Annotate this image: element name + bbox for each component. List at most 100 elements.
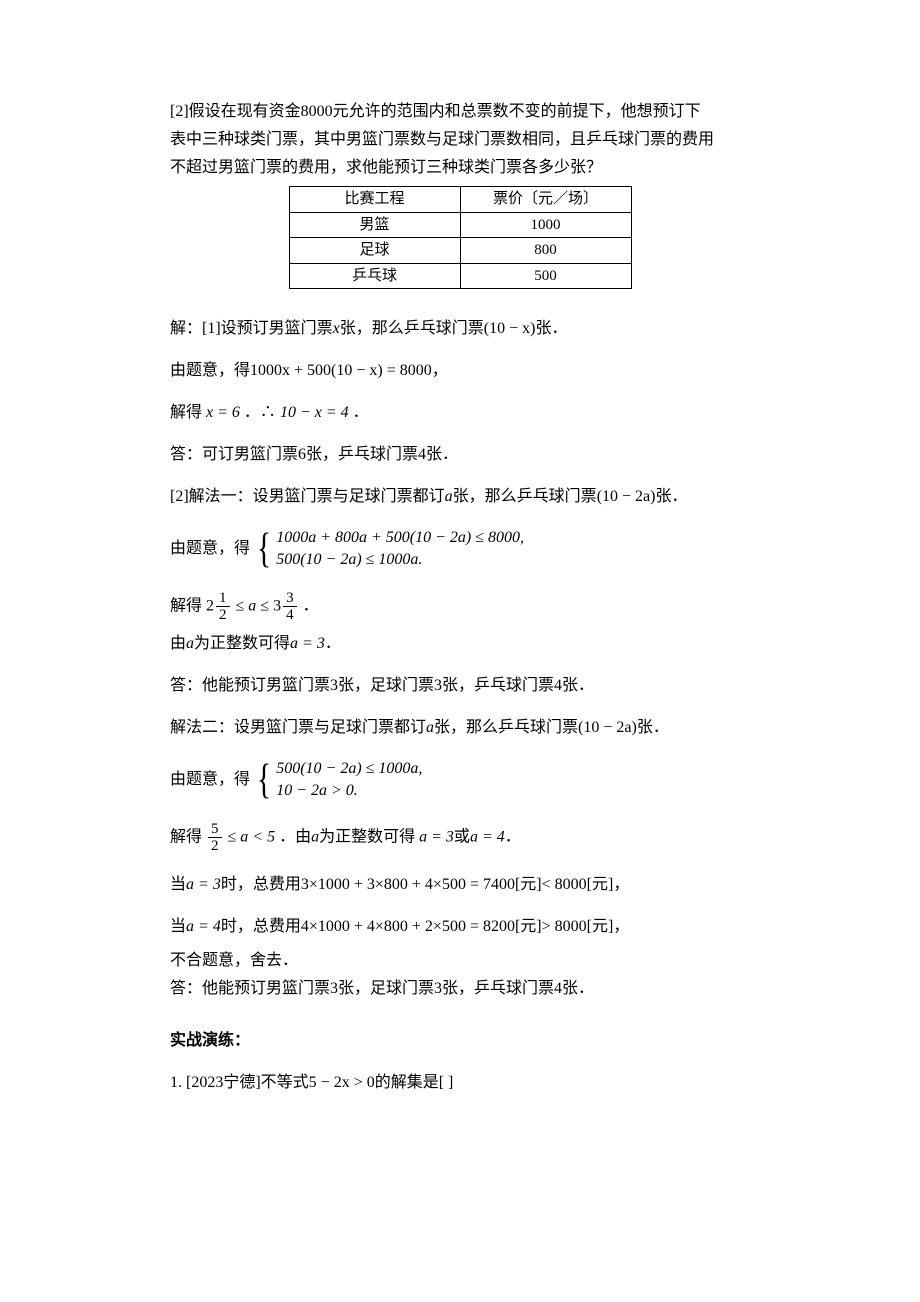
- text: 由: [170, 635, 186, 652]
- math-expr: ≤ a < 5: [228, 828, 276, 845]
- table-cell: 800: [460, 238, 631, 264]
- problem2-line3: 不超过男篮门票的费用，求他能预订三种球类门票各多少张？: [170, 156, 750, 180]
- math-expr: a = 3: [186, 876, 221, 893]
- text: 解得: [170, 597, 202, 614]
- text: 由题意，得: [170, 362, 250, 379]
- solution2m2-answer: 答：他能预订男篮门票3张，足球门票3张，乒乓球门票4张．: [170, 977, 750, 1001]
- math-expr: (10 − 2a): [597, 488, 656, 505]
- text: ．: [505, 828, 521, 845]
- fraction: 52: [208, 821, 222, 855]
- table-header-price: 票价〔元／场〕: [460, 187, 631, 213]
- solution2m2-range: 解得 52 ≤ a < 5 ．由a为正整数可得 a = 3或a = 4．: [170, 821, 750, 855]
- text: 张，那么乒乓球门票: [340, 320, 484, 337]
- text: 张．: [535, 320, 567, 337]
- text: ．: [353, 404, 369, 421]
- solution2m1-setup: [2]解法一：设男篮门票与足球门票都订a张，那么乒乓球门票(10 − 2a)张．: [170, 485, 750, 509]
- math-var-a: a: [311, 828, 319, 845]
- table-row: 比赛工程 票价〔元／场〕: [289, 187, 631, 213]
- text: 或: [454, 828, 470, 845]
- text: [元]，: [587, 918, 630, 935]
- left-brace-icon: {: [257, 528, 271, 570]
- text: 张．: [637, 719, 669, 736]
- solution2m1-integer: 由a为正整数可得a = 3．: [170, 632, 750, 656]
- text: 张，那么乒乓球门票: [453, 488, 597, 505]
- math-expr: x = 6: [206, 404, 240, 421]
- text: 时，总费用: [221, 876, 301, 893]
- math-expr: (10 − 2a): [578, 719, 637, 736]
- solution1-setup: 解：[1]设预订男篮门票x张，那么乒乓球门票(10 − x)张．: [170, 317, 750, 341]
- text: 的解集是[ ]: [375, 1074, 454, 1091]
- ticket-price-table: 比赛工程 票价〔元／场〕 男篮 1000 足球 800 乒乓球 500: [289, 186, 632, 289]
- solution2m2-case-a4: 当a = 4时，总费用4×1000 + 4×800 + 2×500 = 8200…: [170, 915, 750, 939]
- solution2m2-setup: 解法二：设男篮门票与足球门票都订a张，那么乒乓球门票(10 − 2a)张．: [170, 716, 750, 740]
- solution2m2-case-a3: 当a = 3时，总费用3×1000 + 3×800 + 4×500 = 7400…: [170, 873, 750, 897]
- math-expr: a = 3: [290, 635, 325, 652]
- fraction: 34: [283, 590, 297, 624]
- left-brace-icon: {: [257, 759, 271, 801]
- math-expr: a = 3: [419, 828, 454, 845]
- math-var-a: a: [445, 488, 453, 505]
- math-expr: < 8000: [542, 876, 587, 893]
- text: 张，那么乒乓球门票: [434, 719, 578, 736]
- text: ．∴: [244, 404, 276, 421]
- text: 解法二：设男篮门票与足球门票都订: [170, 719, 426, 736]
- practice-heading: 实战演练：: [170, 1029, 750, 1053]
- math-expr: 4×1000 + 4×800 + 2×500 = 8200: [301, 918, 515, 935]
- text: 解：[1]设预订男篮门票: [170, 320, 333, 337]
- text: 由题意，得: [170, 771, 250, 788]
- math-expr: 1000x + 500(10 − x) = 8000: [250, 362, 432, 379]
- system-line1: 500(10 − 2a) ≤ 1000a,: [276, 758, 422, 780]
- problem2-line2: 表中三种球类门票，其中男篮门票数与足球门票数相同，且乒乓球门票的费用: [170, 128, 750, 152]
- math-expr: a = 4: [186, 918, 221, 935]
- math-expr: (10 − x): [484, 320, 536, 337]
- solution2m1-system: 由题意，得 { 1000a + 800a + 500(10 − 2a) ≤ 80…: [170, 527, 750, 572]
- table-cell: 男篮: [289, 212, 460, 238]
- solution2m1-answer: 答：他能预订男篮门票3张，足球门票3张，乒乓球门票4张．: [170, 674, 750, 698]
- math-var-a: a: [426, 719, 434, 736]
- problem2-line1: [2]假设在现有资金8000元允许的范围内和总票数不变的前提下，他想预订下: [170, 100, 750, 124]
- text: 张．: [655, 488, 687, 505]
- brace-system: { 1000a + 800a + 500(10 − 2a) ≤ 8000, 50…: [254, 527, 524, 572]
- system-line2: 10 − 2a > 0.: [276, 780, 422, 802]
- system-line1: 1000a + 800a + 500(10 − 2a) ≤ 8000,: [276, 527, 524, 549]
- text: [元]: [515, 918, 542, 935]
- solution1-equation: 由题意，得1000x + 500(10 − x) = 8000，: [170, 359, 750, 383]
- practice-q1: 1. [2023宁德]不等式5 − 2x > 0的解集是[ ]: [170, 1071, 750, 1095]
- table-row: 足球 800: [289, 238, 631, 264]
- text: ．: [303, 597, 319, 614]
- solution1-solve: 解得 x = 6 ．∴ 10 − x = 4 ．: [170, 401, 750, 425]
- math-expr: 10 − x = 4: [280, 404, 349, 421]
- math-expr: 5 − 2x > 0: [309, 1074, 375, 1091]
- solution1-answer: 答：可订男篮门票6张，乒乓球门票4张．: [170, 443, 750, 467]
- math-var-x: x: [333, 320, 340, 337]
- math-var-a: a: [186, 635, 194, 652]
- fraction: 12: [216, 590, 230, 624]
- text: 时，总费用: [221, 918, 301, 935]
- table-cell: 乒乓球: [289, 263, 460, 289]
- system-line2: 500(10 − 2a) ≤ 1000a.: [276, 549, 524, 571]
- table-cell: 500: [460, 263, 631, 289]
- text: [元]，: [587, 876, 630, 893]
- math-expr: ≤ a ≤: [236, 597, 270, 614]
- table-header-event: 比赛工程: [289, 187, 460, 213]
- text: [元]: [515, 876, 542, 893]
- text: 1. [2023宁德]不等式: [170, 1074, 309, 1091]
- text: ．: [325, 635, 341, 652]
- text: 当: [170, 876, 186, 893]
- mixed-number: 3: [273, 597, 281, 614]
- table-cell: 足球: [289, 238, 460, 264]
- brace-system: { 500(10 − 2a) ≤ 1000a, 10 − 2a > 0.: [254, 758, 422, 803]
- text: [2]解法一：设男篮门票与足球门票都订: [170, 488, 445, 505]
- text: 当: [170, 918, 186, 935]
- math-expr: > 8000: [542, 918, 587, 935]
- text: ，: [432, 362, 448, 379]
- solution2m1-range: 解得 212 ≤ a ≤ 334 ．: [170, 590, 750, 624]
- table-row: 乒乓球 500: [289, 263, 631, 289]
- mixed-number: 2: [206, 597, 214, 614]
- math-expr: a = 4: [470, 828, 505, 845]
- solution2m2-reject: 不合题意，舍去．: [170, 949, 750, 973]
- math-expr: 3×1000 + 3×800 + 4×500 = 7400: [301, 876, 515, 893]
- text: 由题意，得: [170, 540, 250, 557]
- text: 为正整数可得: [319, 828, 415, 845]
- table-row: 男篮 1000: [289, 212, 631, 238]
